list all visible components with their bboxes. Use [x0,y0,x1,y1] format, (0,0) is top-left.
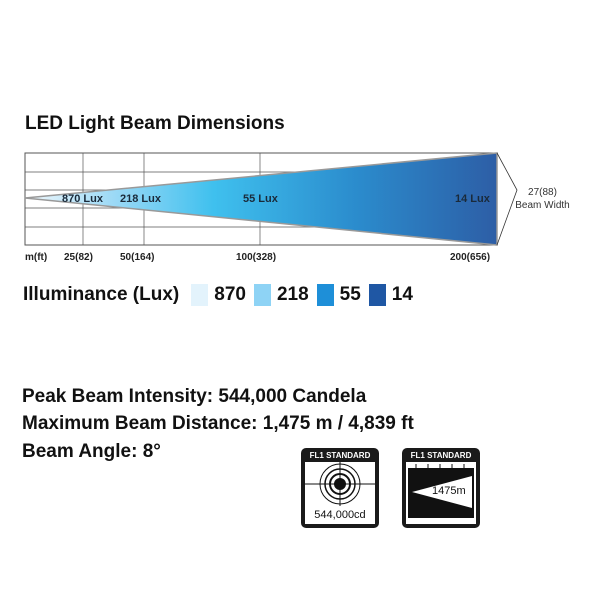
target-icon [305,462,375,506]
legend-swatch [191,284,209,306]
illuminance-legend: Illuminance (Lux) 870 218 55 14 [23,284,413,306]
beam-distance-icon [408,464,474,518]
peak-intensity: Peak Beam Intensity: 544,000 Candela [22,386,367,407]
zone-label-14: 14 Lux [455,193,490,205]
legend-value: 55 [339,284,361,305]
legend-value: 870 [214,284,246,305]
zone-label-218: 218 Lux [120,193,161,205]
axis-tick: 200(656) [450,252,491,263]
beam-width-value: 27(88) [528,187,557,198]
distance-badge: FL1 STANDARD 1475m [402,448,480,528]
axis-unit: m(ft) [25,252,48,263]
badge-header: FL1 STANDARD [309,451,371,460]
beam-diagram [24,152,518,246]
legend-value: 218 [276,284,309,305]
intensity-badge: FL1 STANDARD 544,000cd [301,448,379,528]
badge-value: 1475m [432,485,466,497]
beam-angle: Beam Angle: 8° [22,441,161,462]
beam-width-annotation: 27(88) Beam Width [500,186,585,212]
badge-header: FL1 STANDARD [410,451,472,460]
axis-tick: 50(164) [120,252,155,263]
zone-label-55: 55 Lux [243,193,278,205]
beam-cone [24,152,498,246]
legend-swatch [368,284,386,306]
badge-value: 544,000cd [314,509,366,521]
page-title: LED Light Beam Dimensions [25,113,285,134]
beam-width-label: Beam Width [515,200,570,211]
max-distance: Maximum Beam Distance: 1,475 m / 4,839 f… [22,413,414,434]
legend-swatch [316,284,334,306]
legend-label: Illuminance (Lux) [23,284,180,305]
axis-tick: 25(82) [64,252,93,263]
beam-width-bracket [496,152,518,246]
legend-value: 14 [391,284,413,305]
axis-tick: 100(328) [236,252,277,263]
zone-label-870: 870 Lux [62,193,103,205]
legend-swatch [253,284,271,306]
